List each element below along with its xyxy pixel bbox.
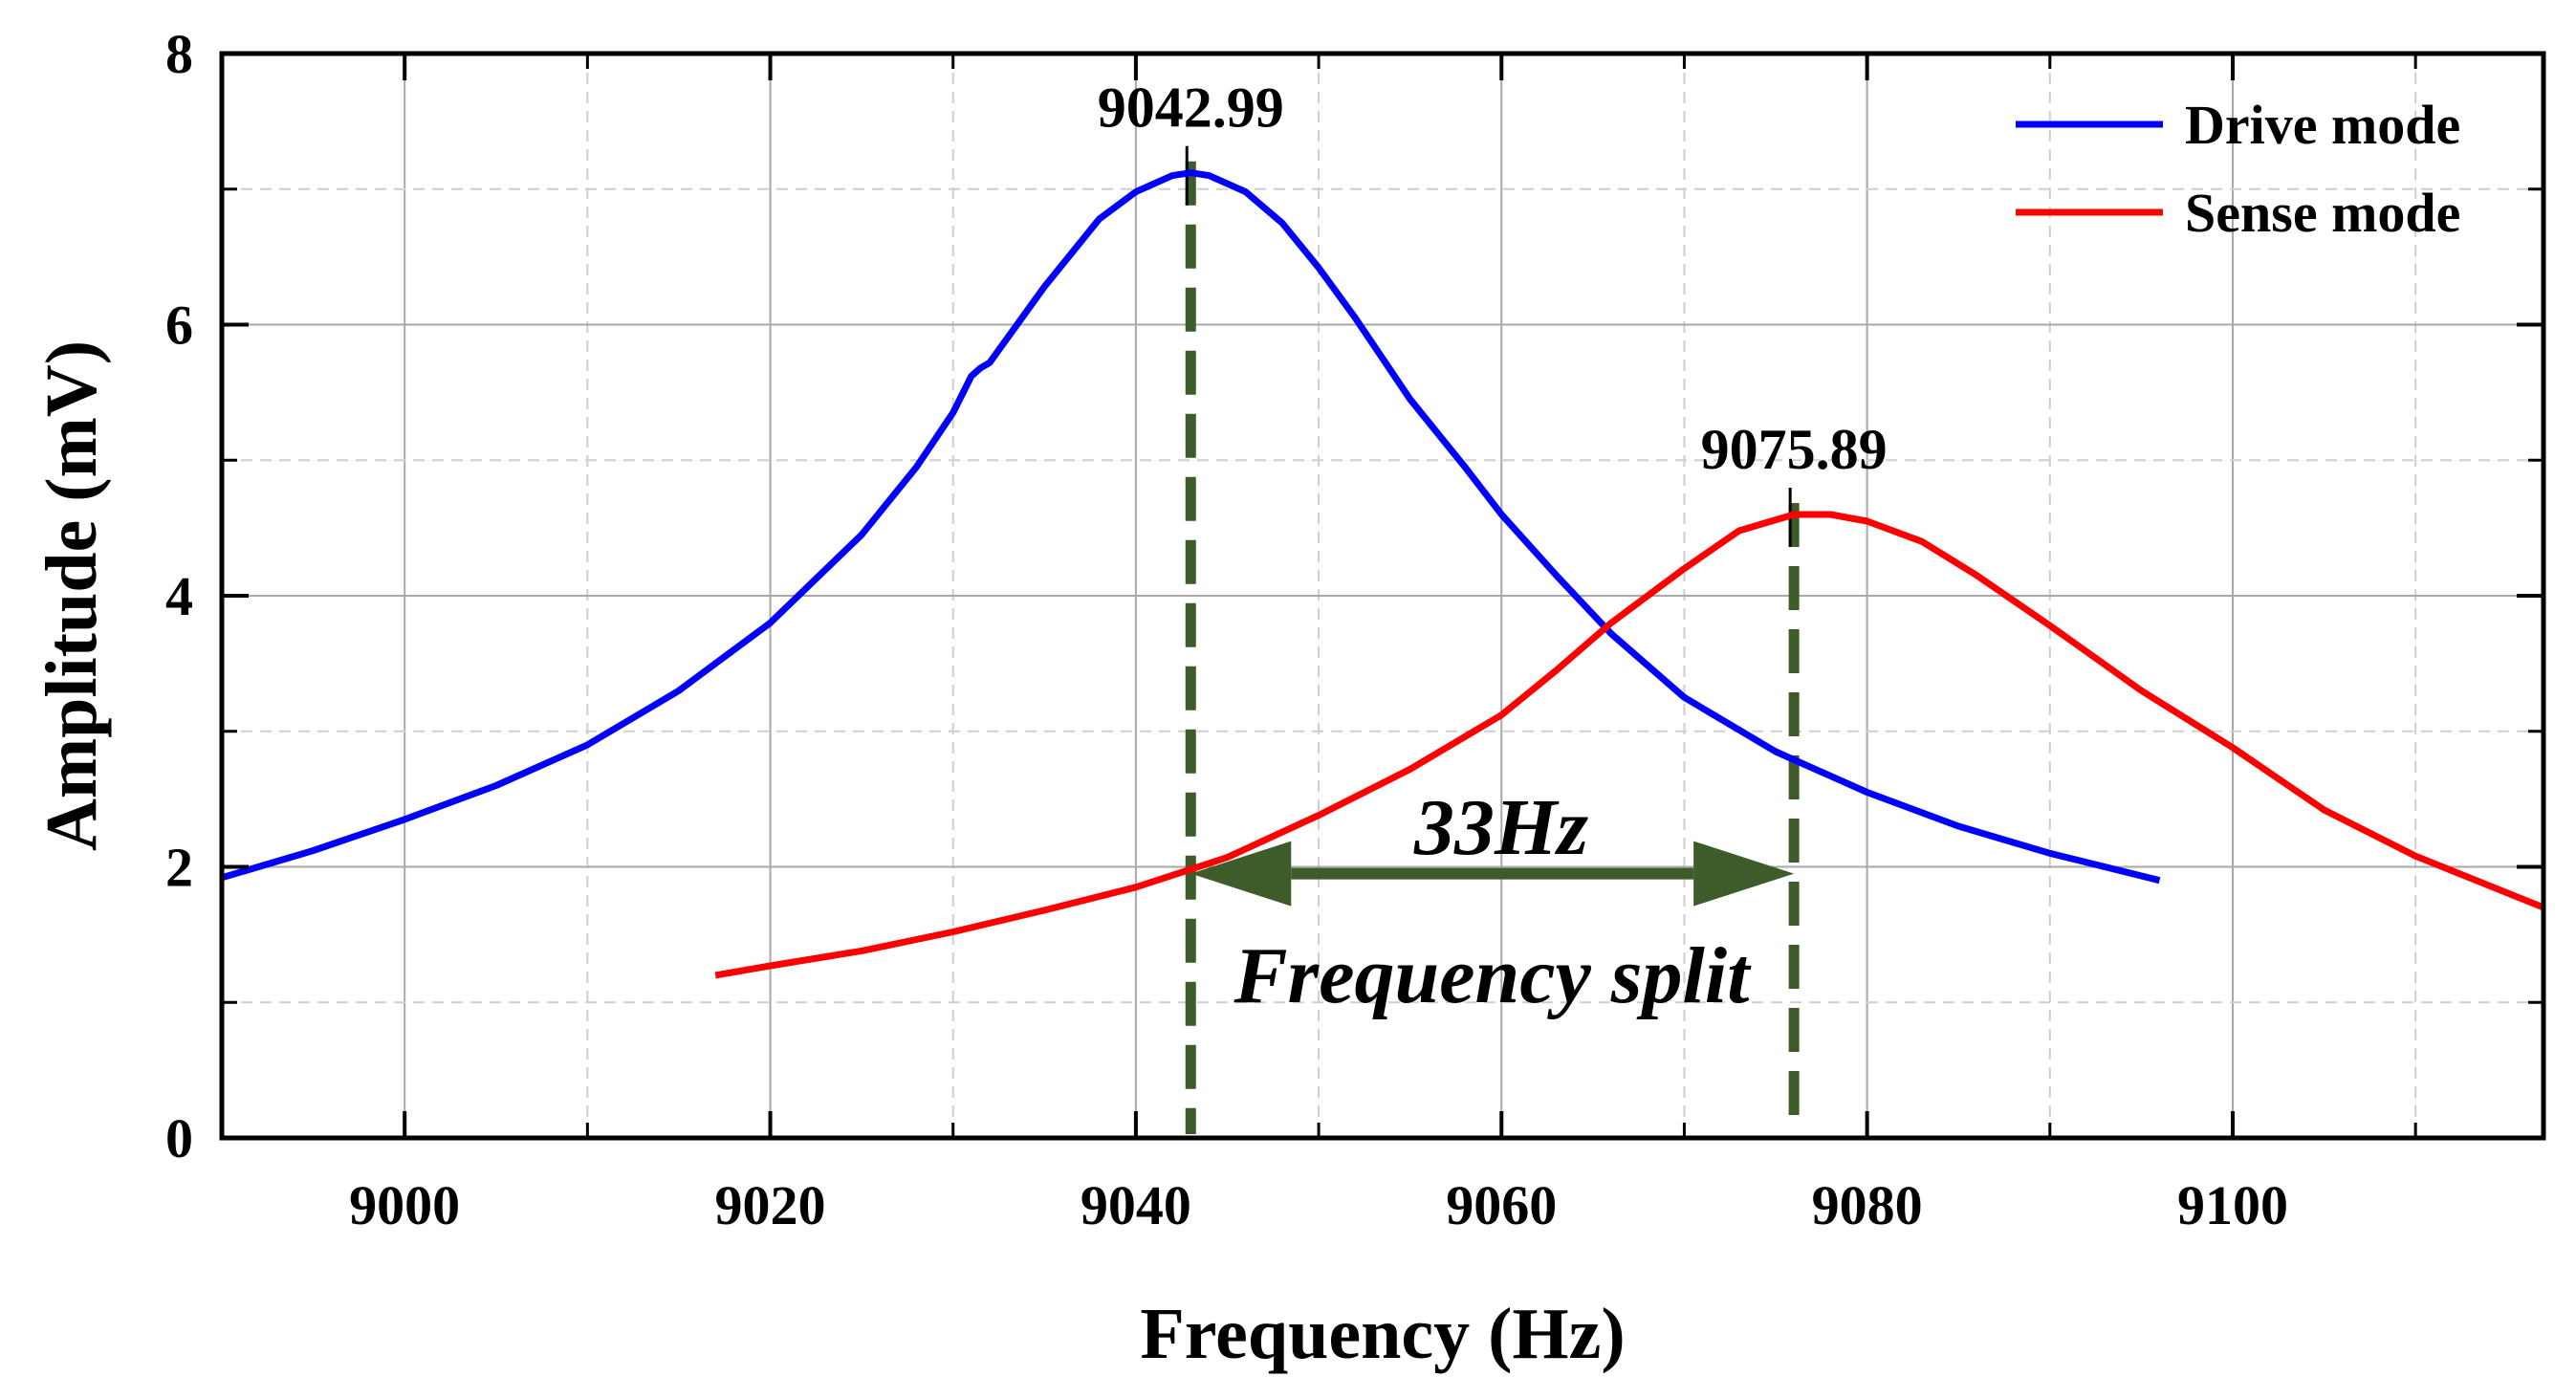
x-tick-label: 9060 bbox=[1446, 1174, 1557, 1236]
arrow-head-right bbox=[1693, 841, 1795, 907]
x-tick-label: 9100 bbox=[2177, 1174, 2288, 1236]
peak-value-label: 9042.99 bbox=[1098, 77, 1284, 140]
split-description-label: Frequency split bbox=[1233, 931, 1753, 1020]
y-tick-label: 0 bbox=[165, 1107, 193, 1169]
split-value-label: 33Hz bbox=[1413, 783, 1588, 872]
y-tick-label: 6 bbox=[165, 295, 193, 357]
peak-value-label: 9075.89 bbox=[1701, 418, 1888, 481]
y-tick-label: 2 bbox=[165, 837, 193, 899]
x-axis-title: Frequency (Hz) bbox=[1140, 1294, 1625, 1374]
series-lines bbox=[222, 169, 2543, 979]
drive-mode-line bbox=[222, 169, 2161, 885]
y-tick-label: 8 bbox=[165, 23, 193, 85]
sense-mode-line bbox=[714, 511, 2543, 979]
legend: Drive mode Sense mode bbox=[2016, 94, 2460, 244]
x-tick-label: 9080 bbox=[1812, 1174, 1923, 1236]
x-tick-label: 9020 bbox=[715, 1174, 826, 1236]
tick-labels: 9000 9020 9040 9060 9080 9100 0 2 4 6 8 bbox=[165, 23, 2288, 1236]
legend-label-drive-mode: Drive mode bbox=[2185, 94, 2460, 156]
arrow-head-left bbox=[1190, 841, 1292, 907]
frequency-split-arrow bbox=[1190, 841, 1795, 907]
peak-labels: 9042.99 9075.89 bbox=[1098, 77, 1888, 481]
y-tick-label: 4 bbox=[165, 565, 193, 627]
x-tick-label: 9040 bbox=[1081, 1174, 1191, 1236]
x-tick-label: 9000 bbox=[349, 1174, 460, 1236]
legend-label-sense-mode: Sense mode bbox=[2185, 182, 2460, 244]
axis-ticks bbox=[222, 52, 2543, 1140]
y-axis-title: Amplitude (mV) bbox=[32, 340, 112, 851]
grid-lines bbox=[222, 53, 2543, 1139]
